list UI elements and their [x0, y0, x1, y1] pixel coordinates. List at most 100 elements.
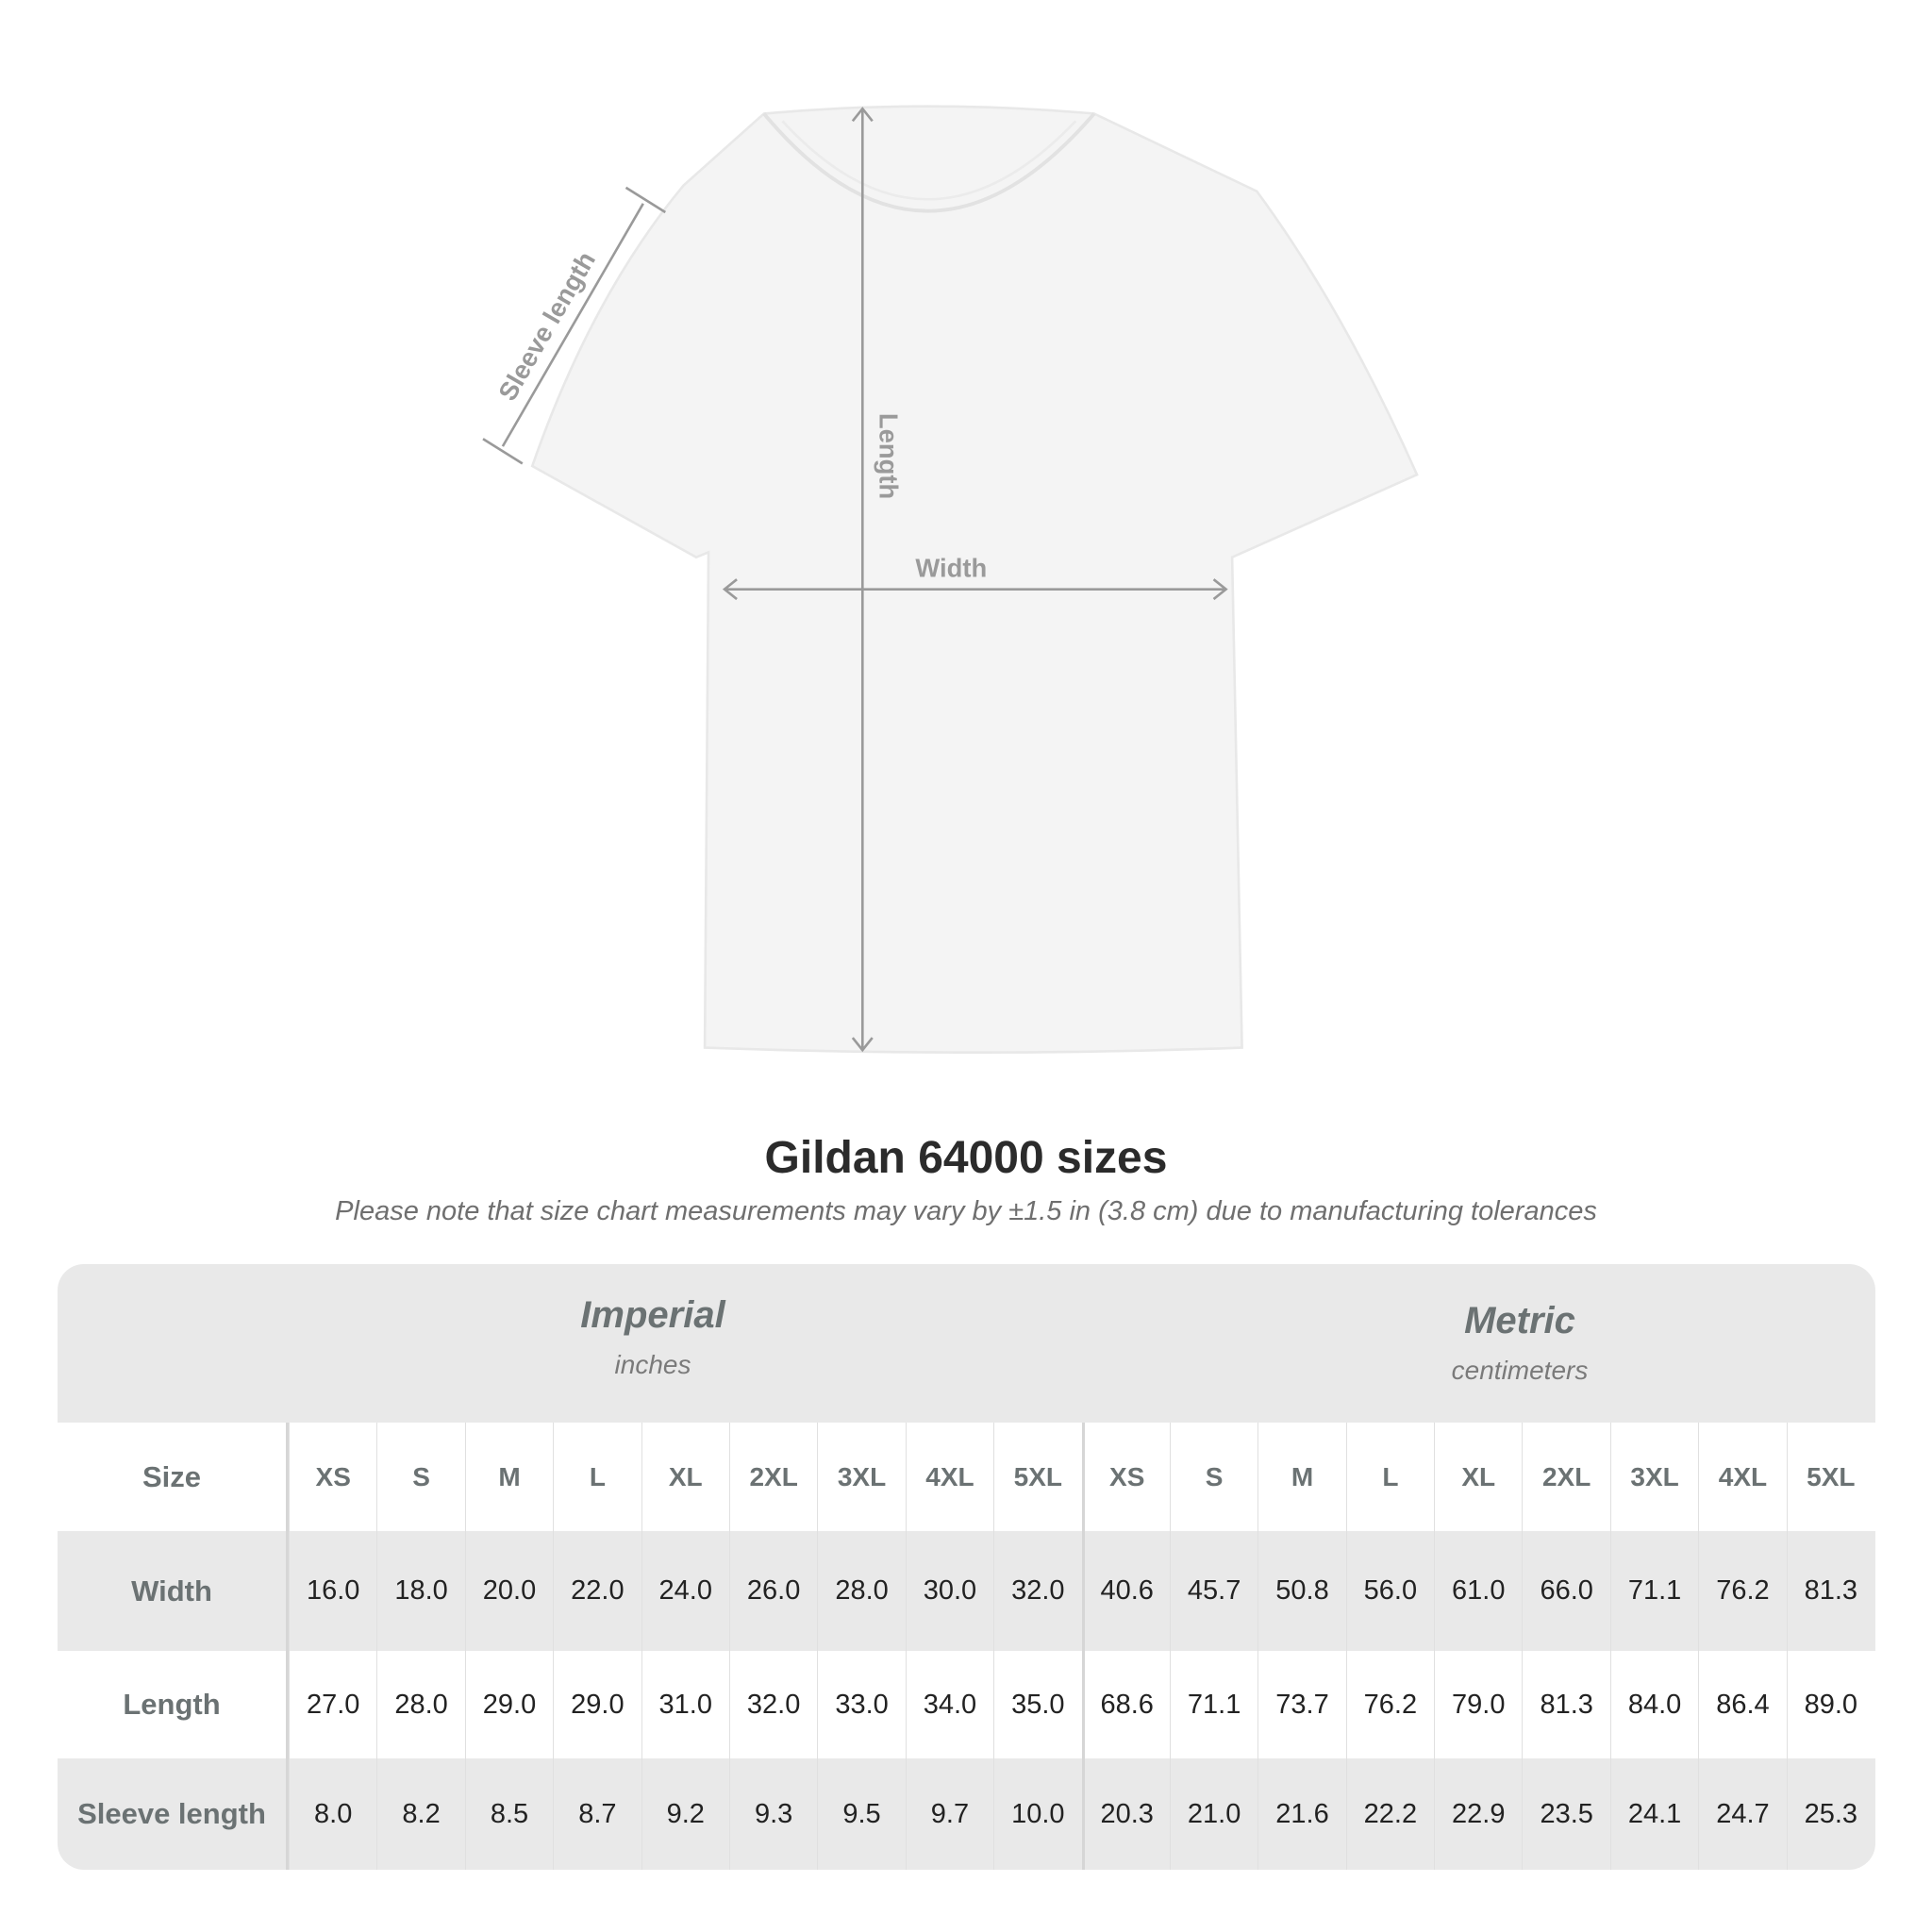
size-header-cell: 3XL — [1609, 1423, 1698, 1531]
size-header-cell: M — [1257, 1423, 1345, 1531]
value-cell: 50.8 — [1257, 1531, 1345, 1651]
value-cell: 10.0 — [993, 1758, 1081, 1870]
metric-unit: centimeters — [1451, 1356, 1589, 1385]
table-row-width: Width 16.0 18.0 20.0 22.0 24.0 26.0 28.0 30.0 32.… — [58, 1531, 1875, 1651]
value-cell: 81.3 — [1522, 1651, 1609, 1758]
value-cell: 31.0 — [641, 1651, 729, 1758]
value-cell: 24.0 — [641, 1531, 729, 1651]
value-cell: 34.0 — [905, 1651, 993, 1758]
value-cell: 25.3 — [1786, 1758, 1874, 1870]
value-cell: 20.0 — [464, 1531, 553, 1651]
value-cell: 18.0 — [376, 1531, 464, 1651]
value-cell: 81.3 — [1786, 1531, 1874, 1651]
value-cell: 35.0 — [993, 1651, 1081, 1758]
size-header-cell: L — [553, 1423, 641, 1531]
imperial-unit: inches — [614, 1350, 691, 1379]
size-header-cell: 3XL — [817, 1423, 905, 1531]
tshirt-collar-inner — [781, 120, 1077, 201]
size-header-cell: 4XL — [905, 1423, 993, 1531]
row-label: Size — [58, 1423, 289, 1531]
value-cell: 21.0 — [1169, 1758, 1257, 1870]
size-header-cell: 5XL — [993, 1423, 1081, 1531]
length-arrowhead-top — [851, 107, 874, 123]
value-cell: 61.0 — [1434, 1531, 1522, 1651]
value-cell: 22.0 — [553, 1531, 641, 1651]
value-cell: 30.0 — [905, 1531, 993, 1651]
value-cell: 22.9 — [1434, 1758, 1522, 1870]
metric-header: Metric centimeters — [1237, 1300, 1803, 1386]
value-cell: 33.0 — [817, 1651, 905, 1758]
value-cell: 28.0 — [817, 1531, 905, 1651]
value-cell: 24.7 — [1698, 1758, 1786, 1870]
tshirt-measurement-diagram: Length Width Sleeve length — [482, 105, 1419, 1055]
value-cell: 29.0 — [464, 1651, 553, 1758]
value-cell: 26.0 — [728, 1531, 817, 1651]
value-cell: 79.0 — [1434, 1651, 1522, 1758]
row-label: Width — [58, 1531, 289, 1651]
row-label: Length — [58, 1651, 289, 1758]
value-cell: 8.0 — [289, 1758, 376, 1870]
size-header-cell: XL — [641, 1423, 729, 1531]
value-cell: 76.2 — [1698, 1531, 1786, 1651]
tshirt-image — [530, 105, 1419, 1055]
value-cell: 16.0 — [289, 1531, 376, 1651]
value-cell: 76.2 — [1345, 1651, 1434, 1758]
size-header-cell: L — [1345, 1423, 1434, 1531]
tshirt-collar — [762, 112, 1096, 213]
size-table: Imperial inches Metric centimeters Size X… — [58, 1264, 1875, 1870]
table-header: Imperial inches Metric centimeters — [58, 1264, 1875, 1423]
size-header-cell: M — [464, 1423, 553, 1531]
size-header-cell: S — [1169, 1423, 1257, 1531]
metric-title: Metric — [1464, 1300, 1575, 1341]
length-arrowhead-bottom — [851, 1037, 874, 1053]
value-cell: 32.0 — [993, 1531, 1081, 1651]
size-header-cell: XS — [1081, 1423, 1170, 1531]
value-cell: 22.2 — [1345, 1758, 1434, 1870]
value-cell: 24.1 — [1609, 1758, 1698, 1870]
value-cell: 89.0 — [1786, 1651, 1874, 1758]
sleeve-arrow — [501, 203, 644, 447]
imperial-title: Imperial — [580, 1294, 725, 1336]
sleeve-tick-bottom — [482, 438, 524, 465]
value-cell: 23.5 — [1522, 1758, 1609, 1870]
value-cell: 9.7 — [905, 1758, 993, 1870]
value-cell: 28.0 — [376, 1651, 464, 1758]
value-cell: 21.6 — [1257, 1758, 1345, 1870]
value-cell: 86.4 — [1698, 1651, 1786, 1758]
value-cell: 68.6 — [1081, 1651, 1170, 1758]
page-title: Gildan 64000 sizes — [764, 1133, 1168, 1183]
value-cell: 8.7 — [553, 1758, 641, 1870]
value-cell: 9.2 — [641, 1758, 729, 1870]
table-row-length: Length 27.0 28.0 29.0 29.0 31.0 32.0 33.0 34.0 35… — [58, 1651, 1875, 1758]
imperial-header: Imperial inches — [370, 1294, 936, 1380]
value-cell: 8.2 — [376, 1758, 464, 1870]
sleeve-tick-top — [625, 186, 666, 214]
value-cell: 66.0 — [1522, 1531, 1609, 1651]
value-cell: 9.5 — [817, 1758, 905, 1870]
value-cell: 71.1 — [1609, 1531, 1698, 1651]
value-cell: 32.0 — [728, 1651, 817, 1758]
table-row-sleeve-length: Sleeve length 8.0 8.2 8.5 8.7 9.2 9.3 9.5 9.7 10.… — [58, 1758, 1875, 1870]
length-label: Length — [874, 413, 904, 499]
value-cell: 40.6 — [1081, 1531, 1170, 1651]
value-cell: 71.1 — [1169, 1651, 1257, 1758]
size-header-cell: 4XL — [1698, 1423, 1786, 1531]
size-header-cell: 5XL — [1786, 1423, 1874, 1531]
size-row: Size XS S M L XL 2XL 3XL 4XL 5XL XS S M L XL 2XL 3XL 4XL 5… — [58, 1423, 1875, 1531]
value-cell: 29.0 — [553, 1651, 641, 1758]
size-header-cell: 2XL — [1522, 1423, 1609, 1531]
value-cell: 45.7 — [1169, 1531, 1257, 1651]
size-header-cell: XS — [289, 1423, 376, 1531]
value-cell: 8.5 — [464, 1758, 553, 1870]
row-label: Sleeve length — [58, 1758, 289, 1870]
value-cell: 73.7 — [1257, 1651, 1345, 1758]
size-header-cell: 2XL — [728, 1423, 817, 1531]
width-arrowhead-right — [1212, 578, 1228, 601]
value-cell: 27.0 — [289, 1651, 376, 1758]
page-subtitle: Please note that size chart measurements… — [335, 1196, 1597, 1226]
value-cell: 9.3 — [728, 1758, 817, 1870]
width-arrowhead-left — [722, 578, 738, 601]
value-cell: 56.0 — [1345, 1531, 1434, 1651]
size-header-cell: XL — [1434, 1423, 1522, 1531]
width-label: Width — [915, 554, 987, 583]
